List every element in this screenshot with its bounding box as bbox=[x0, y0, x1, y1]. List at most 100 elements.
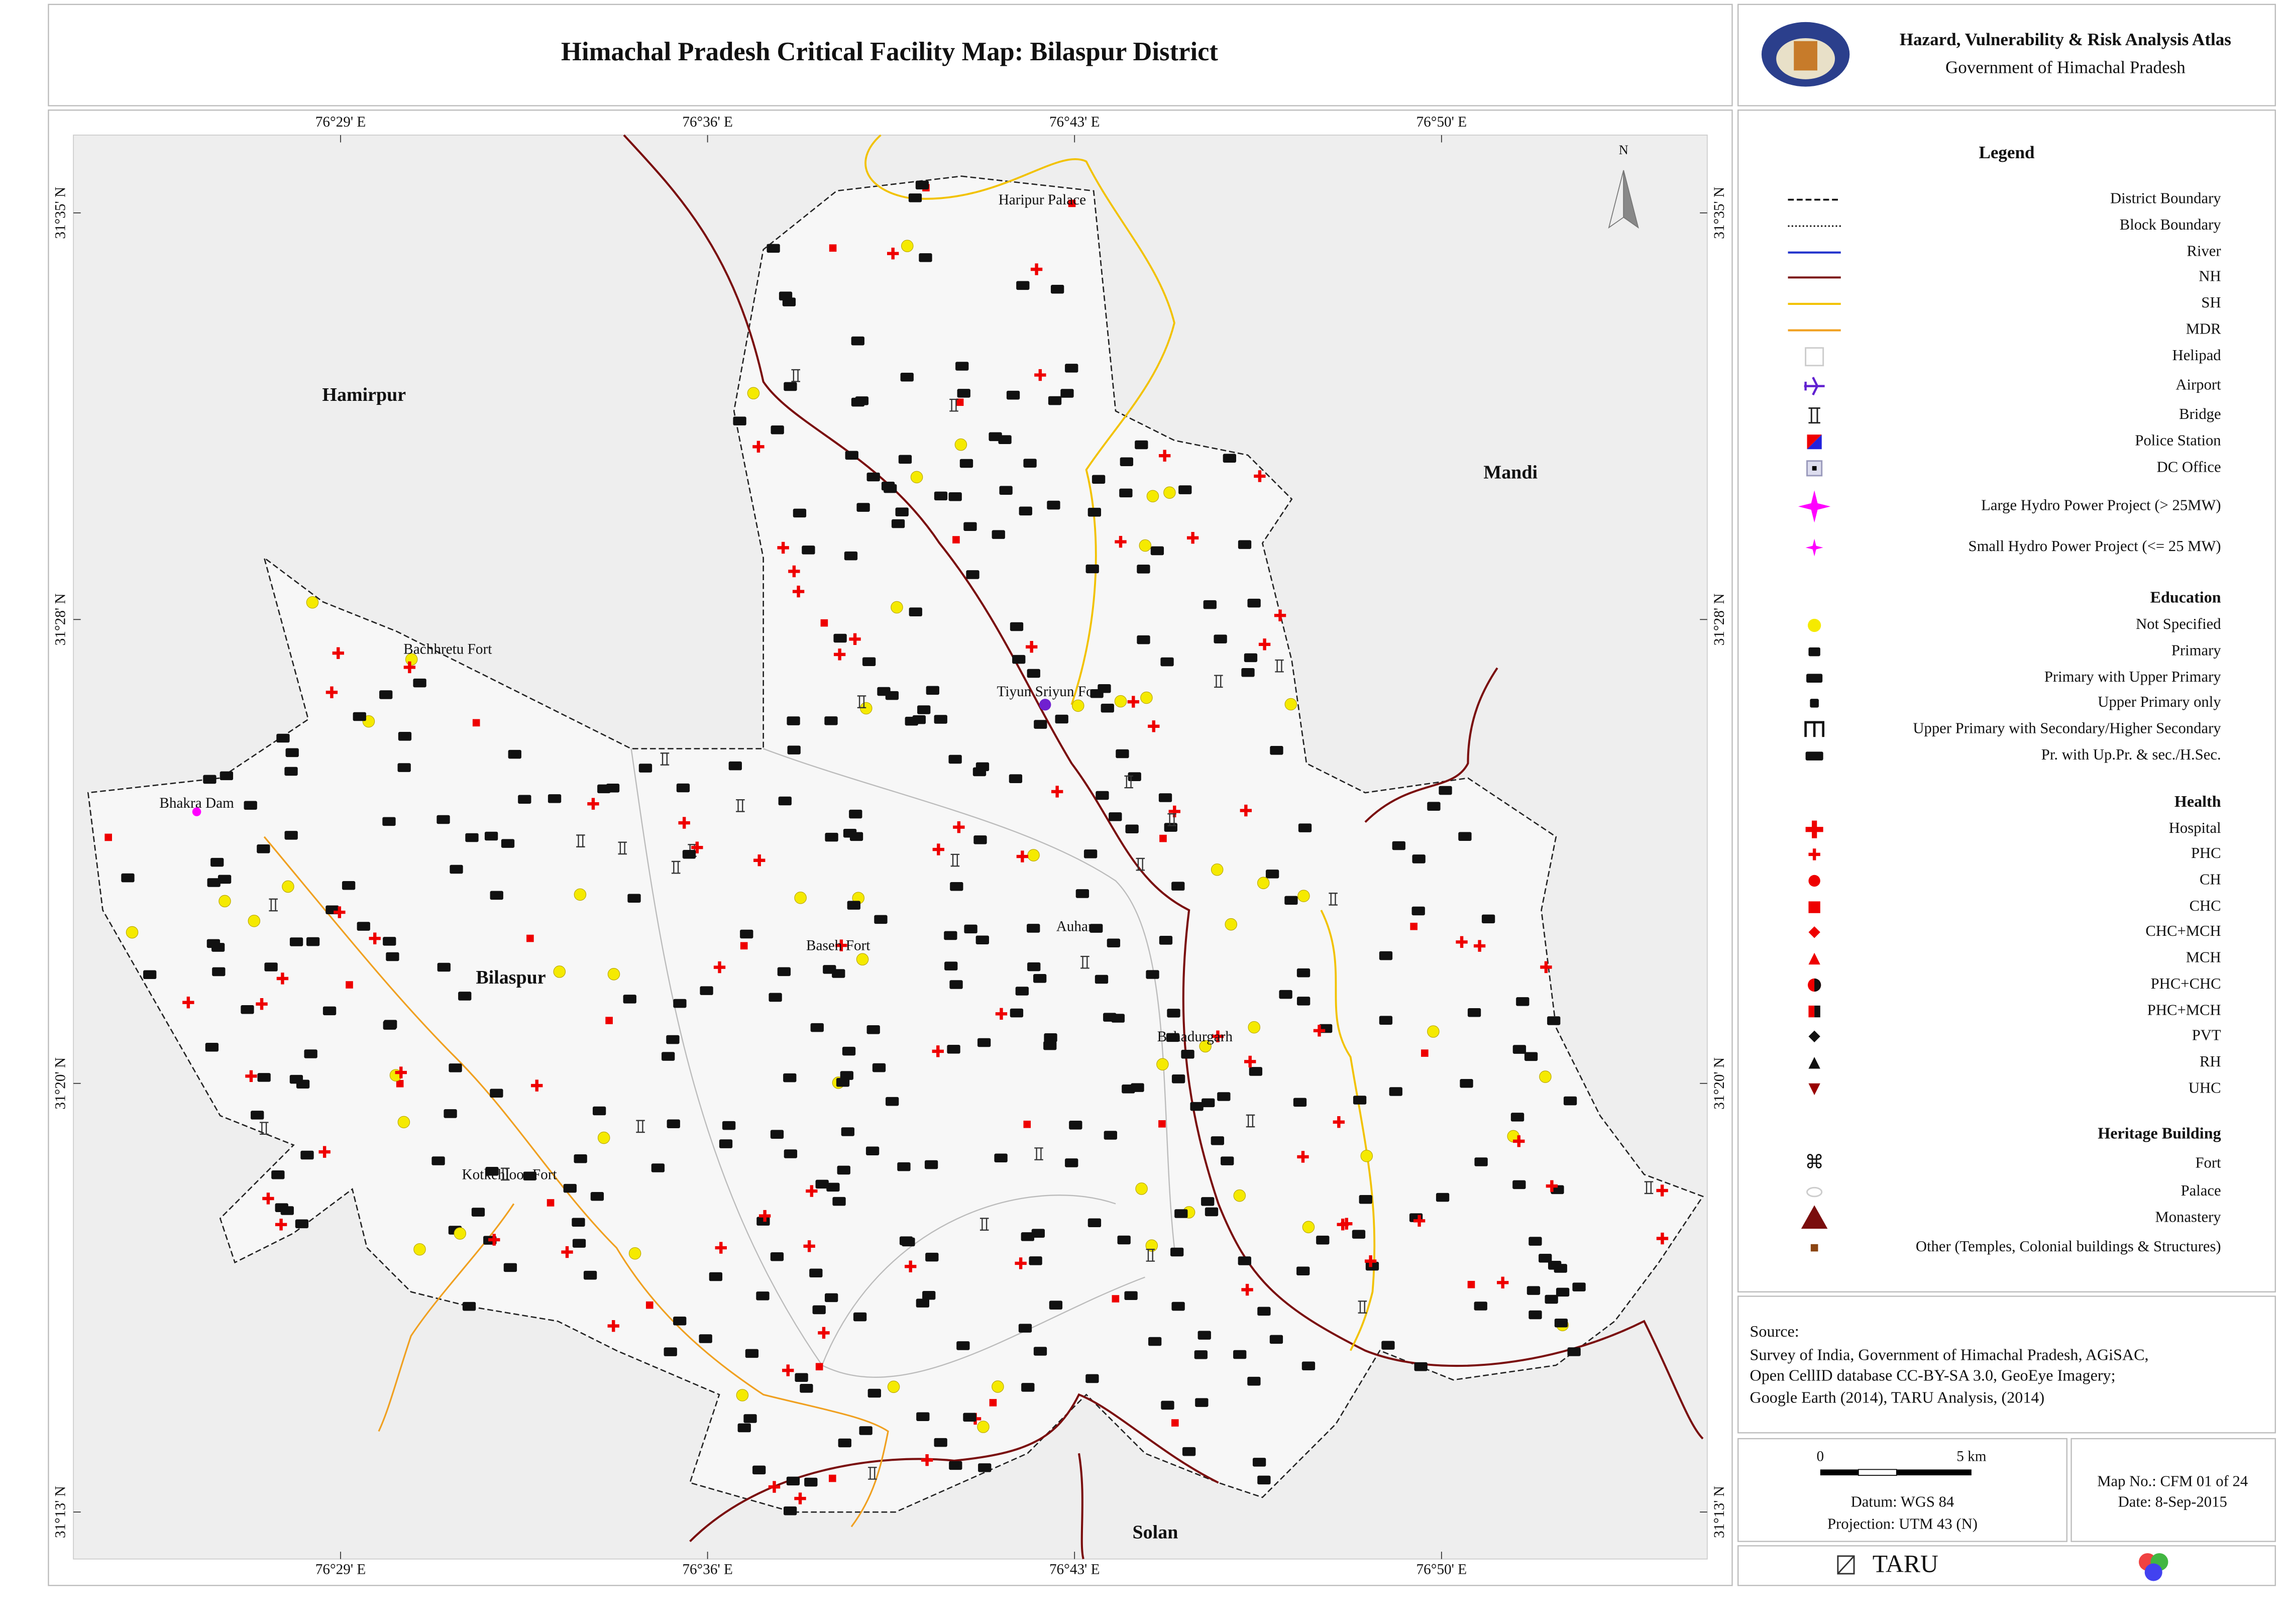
school-icon bbox=[886, 1097, 899, 1106]
chc-icon bbox=[740, 942, 748, 950]
school-icon bbox=[300, 1150, 314, 1160]
school-icon bbox=[244, 801, 257, 810]
school-icon bbox=[1027, 924, 1040, 933]
map-info-box bbox=[2070, 1438, 2276, 1542]
phc-icon bbox=[1034, 369, 1046, 381]
school-icon bbox=[926, 686, 939, 695]
legend-symbol bbox=[1805, 820, 1823, 838]
rgb-logo bbox=[2138, 1553, 2168, 1581]
school-icon bbox=[1467, 1008, 1481, 1017]
school-icon bbox=[787, 745, 801, 754]
school-icon bbox=[1047, 500, 1060, 510]
bridge-icon bbox=[791, 369, 800, 382]
school-icon bbox=[784, 382, 797, 391]
school-icon bbox=[490, 891, 503, 900]
airport bbox=[1039, 699, 1051, 711]
latitude-label: 31°28' N bbox=[1711, 593, 1727, 645]
school-icon bbox=[1182, 1447, 1196, 1456]
school-not-specified bbox=[1225, 918, 1237, 931]
school-icon bbox=[1223, 454, 1236, 463]
school-not-specified bbox=[856, 953, 869, 966]
scale-bar bbox=[1820, 1469, 1972, 1476]
bridge-icon bbox=[1080, 955, 1089, 969]
school-icon bbox=[1211, 1136, 1224, 1145]
legend-symbol bbox=[1808, 1083, 1820, 1096]
school-icon bbox=[992, 530, 1005, 539]
school-icon bbox=[1181, 1049, 1194, 1059]
school-icon bbox=[810, 1023, 824, 1032]
legend-symbol bbox=[1798, 490, 1831, 523]
district-label: Mandi bbox=[1483, 462, 1538, 483]
school-icon bbox=[956, 1341, 970, 1350]
school-icon bbox=[898, 455, 912, 464]
school-icon bbox=[1128, 772, 1141, 781]
school-not-specified bbox=[413, 1243, 426, 1256]
school-icon bbox=[1203, 600, 1217, 609]
school-not-specified bbox=[1140, 691, 1153, 704]
chc-icon bbox=[989, 1399, 997, 1406]
school-icon bbox=[959, 459, 973, 468]
phc-icon bbox=[905, 1260, 917, 1272]
school-icon bbox=[1050, 285, 1064, 294]
school-icon bbox=[1545, 1294, 1558, 1304]
school-icon bbox=[431, 1156, 445, 1165]
legend-label: MCH bbox=[2186, 948, 2221, 965]
school-icon bbox=[205, 1043, 219, 1052]
logo-box bbox=[1737, 1545, 2276, 1586]
school-icon bbox=[1170, 1247, 1184, 1257]
school-icon bbox=[1379, 1016, 1393, 1025]
atlas-title: Hazard, Vulnerability & Risk Analysis At… bbox=[1900, 30, 2231, 49]
bridge-icon bbox=[259, 1122, 269, 1135]
legend-box bbox=[1737, 110, 2276, 1292]
phc-icon bbox=[1456, 936, 1468, 948]
school-icon bbox=[295, 1219, 309, 1229]
legend-label: PHC+MCH bbox=[2147, 1002, 2221, 1019]
school-icon bbox=[1117, 1235, 1131, 1245]
school-icon bbox=[912, 715, 926, 724]
school-icon bbox=[1124, 1291, 1138, 1301]
school-icon bbox=[994, 1153, 1008, 1163]
phc-icon bbox=[1546, 1180, 1558, 1192]
bridge-icon bbox=[660, 752, 670, 766]
school-icon bbox=[975, 762, 990, 772]
school-icon bbox=[1194, 1350, 1208, 1359]
legend-label: DC Office bbox=[2157, 458, 2221, 475]
phc-icon bbox=[561, 1246, 573, 1258]
school-icon bbox=[1249, 1067, 1263, 1076]
school-icon bbox=[778, 796, 792, 806]
school-icon bbox=[737, 1423, 751, 1433]
district-label: Solan bbox=[1133, 1522, 1178, 1543]
school-not-specified bbox=[126, 926, 139, 939]
phc-icon bbox=[803, 1240, 815, 1252]
legend-symbol bbox=[1814, 1005, 1820, 1018]
school-icon bbox=[1257, 1475, 1271, 1485]
school-icon bbox=[296, 1079, 310, 1089]
chc-icon bbox=[1112, 1295, 1120, 1303]
school-icon bbox=[1174, 1209, 1188, 1218]
legend-label: RH bbox=[2200, 1053, 2221, 1070]
school-icon bbox=[1098, 684, 1111, 693]
phc-icon bbox=[1244, 1055, 1256, 1068]
school-icon bbox=[767, 244, 780, 253]
legend-symbol: ⌘ bbox=[1805, 1152, 1824, 1173]
bridge-icon bbox=[671, 860, 681, 874]
phc-icon bbox=[1115, 535, 1127, 548]
phc-icon bbox=[332, 647, 344, 659]
place-label: Auhar bbox=[1056, 919, 1093, 935]
school-icon bbox=[733, 416, 746, 425]
school-icon bbox=[877, 687, 891, 696]
school-icon bbox=[1158, 793, 1172, 802]
school-icon bbox=[1381, 1341, 1395, 1350]
school-not-specified bbox=[553, 965, 566, 978]
school-icon bbox=[743, 1414, 757, 1423]
school-icon bbox=[1481, 914, 1495, 924]
chc-icon bbox=[645, 1301, 653, 1309]
phc-icon bbox=[768, 1481, 781, 1493]
phc-icon bbox=[753, 854, 766, 867]
school-icon bbox=[450, 864, 463, 874]
school-not-specified bbox=[910, 471, 923, 484]
school-not-specified bbox=[574, 888, 587, 901]
school-icon bbox=[1201, 1197, 1215, 1206]
school-icon bbox=[563, 1183, 577, 1193]
longitude-label: 76°29' E bbox=[315, 114, 366, 130]
